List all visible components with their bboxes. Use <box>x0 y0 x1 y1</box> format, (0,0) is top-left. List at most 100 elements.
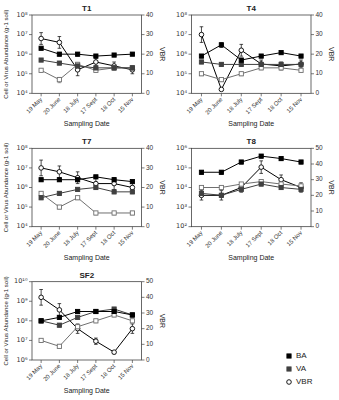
x-tick <box>95 360 96 363</box>
data-point <box>130 190 134 194</box>
error-bar <box>94 186 98 189</box>
error-bar <box>131 66 135 69</box>
error-bar <box>299 188 303 191</box>
y2-tick-label: 20 <box>146 324 154 331</box>
series-line <box>41 309 132 325</box>
plot-frame <box>192 15 312 93</box>
data-point <box>199 60 203 64</box>
data-point <box>279 185 283 189</box>
error-bar <box>94 178 98 190</box>
error-bar <box>58 206 62 209</box>
data-point <box>199 185 203 189</box>
panel: T810²10³10⁴10⁵10⁶0102030405019 May20 Jun… <box>176 137 335 261</box>
y-tick-label: 10⁹ <box>17 297 28 305</box>
data-point <box>279 62 283 66</box>
marks <box>199 27 303 92</box>
data-point <box>57 344 61 348</box>
x-tick <box>301 227 302 230</box>
error-bar <box>39 319 43 322</box>
x-tick-label: 18 Oct <box>100 363 117 380</box>
y-tick-label: 10⁶ <box>17 183 28 191</box>
y2-tick <box>142 167 145 168</box>
data-point <box>199 170 203 174</box>
data-point <box>94 185 98 189</box>
y-tick-label: 10⁶ <box>17 50 28 58</box>
error-bar <box>39 33 43 45</box>
y2-tick-label: 0 <box>146 222 150 229</box>
data-point <box>94 319 98 323</box>
y-tick <box>189 207 192 208</box>
x-tick <box>77 360 78 363</box>
y-tick <box>189 167 192 168</box>
error-bar <box>76 178 80 181</box>
y-axis-label: Cell or Virus Abundance (g-1 soil) <box>3 143 9 232</box>
error-bar <box>94 338 98 344</box>
x-axis-label: Sampling Date <box>228 254 274 262</box>
error-bar <box>58 37 62 49</box>
series <box>199 27 303 92</box>
data-point <box>279 156 283 160</box>
error-bar <box>39 69 43 72</box>
data-point <box>279 177 284 182</box>
error-bar <box>259 183 263 186</box>
data-point <box>299 160 303 164</box>
error-bar <box>58 178 62 181</box>
y-tick <box>29 15 32 16</box>
y2-tick <box>311 211 314 212</box>
marks <box>39 33 135 83</box>
x-tick-label: 15 Nov <box>286 230 304 248</box>
x-tick <box>41 227 42 230</box>
y2-tick-label: 30 <box>146 309 154 316</box>
series <box>39 185 134 199</box>
y-tick <box>29 148 32 149</box>
y2-tick <box>311 226 314 227</box>
data-point <box>130 211 134 215</box>
error-bar <box>239 72 243 75</box>
error-bar <box>58 324 62 327</box>
data-point <box>239 160 243 164</box>
error-bar <box>279 186 283 189</box>
data-point <box>199 191 203 195</box>
y-tick-label: 10⁶ <box>17 356 28 364</box>
y-tick <box>29 34 32 35</box>
marks <box>39 160 135 215</box>
error-bar <box>131 66 135 74</box>
x-tick-label: 19 May <box>25 230 43 248</box>
y-tick <box>29 167 32 168</box>
data-point <box>112 350 117 355</box>
x-axis-label: Sampling Date <box>64 120 110 128</box>
y2-tick <box>311 195 314 196</box>
x-tick <box>59 227 60 230</box>
marks <box>39 290 135 355</box>
x-tick-label: 20 June <box>42 229 62 249</box>
data-point <box>94 175 98 179</box>
data-point <box>219 62 223 66</box>
y2-tick-label: 30 <box>146 30 154 37</box>
error-bar <box>220 63 224 66</box>
legend-label: VBR <box>296 377 313 386</box>
error-bar <box>112 54 116 57</box>
x-tick-label: 18 July <box>62 230 80 248</box>
data-point <box>39 295 44 300</box>
y2-tick <box>142 281 145 282</box>
data-point <box>130 326 135 331</box>
series <box>39 309 134 323</box>
error-bar <box>131 53 135 56</box>
error-bar <box>220 78 224 81</box>
error-bar <box>76 172 80 184</box>
data-point <box>219 193 224 198</box>
y2-tick-label: 30 <box>146 164 154 171</box>
error-bar <box>112 62 116 70</box>
error-bar <box>259 60 263 68</box>
data-point <box>94 211 98 215</box>
data-point <box>130 185 135 190</box>
error-bar <box>239 183 243 192</box>
data-point <box>57 78 61 82</box>
error-bar <box>131 180 135 183</box>
y2-tick-label: 50 <box>146 277 154 284</box>
error-bar <box>239 160 243 163</box>
data-point <box>94 339 99 344</box>
y-tick <box>29 187 32 188</box>
error-bar <box>112 66 116 69</box>
y-tick <box>189 34 192 35</box>
